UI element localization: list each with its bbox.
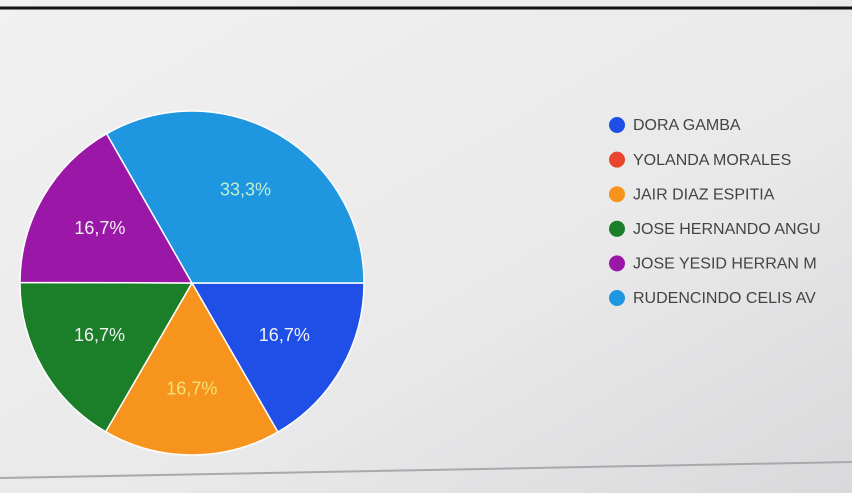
data-label: 16,7%: [74, 325, 125, 345]
legend-marker: [609, 290, 625, 306]
data-label: 16,7%: [74, 218, 125, 238]
legend-marker: [609, 152, 625, 168]
legend-label: JOSE HERNANDO ANGU: [633, 221, 821, 238]
legend-label: JOSE YESID HERRAN M: [633, 256, 817, 273]
legend-marker: [609, 221, 625, 237]
legend-label: RUDENCINDO CELIS AV: [633, 290, 816, 307]
legend-marker: [609, 255, 625, 271]
chart: 16,7% 16,7% 16,7% 16,7% 33,3% DORA GAMBA YOLA…: [0, 0, 852, 493]
pie: 16,7% 16,7% 16,7% 16,7% 33,3%: [20, 111, 364, 455]
legend-marker: [609, 117, 625, 133]
data-label: 16,7%: [166, 378, 217, 398]
legend-label: YOLANDA MORALES: [633, 152, 791, 169]
legend-marker: [609, 186, 625, 202]
data-label: 33,3%: [220, 180, 271, 200]
legend-label: JAIR DIAZ ESPITIA: [633, 186, 775, 203]
legend-label: DORA GAMBA: [633, 117, 741, 134]
data-label: 16,7%: [259, 325, 310, 345]
